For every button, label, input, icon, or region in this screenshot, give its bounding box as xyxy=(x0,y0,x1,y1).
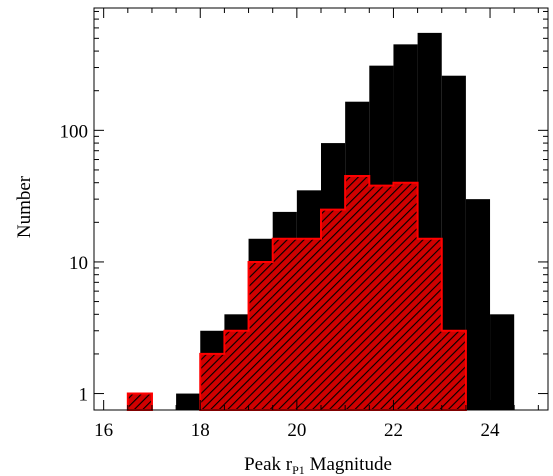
y-tick-label: 100 xyxy=(60,121,89,142)
bar-subset-0 xyxy=(127,393,152,410)
bar-subset-11 xyxy=(441,330,466,410)
y-tick-label: 1 xyxy=(79,385,89,406)
bar-subset-4 xyxy=(272,238,297,410)
bar-subset-5 xyxy=(296,238,321,410)
bar-all-13 xyxy=(465,199,491,410)
x-axis-label: Peak rP1 Magnitude xyxy=(244,454,392,476)
bar-subset-2 xyxy=(224,330,249,410)
bar-subset-10 xyxy=(417,238,442,410)
bar-all-14 xyxy=(490,314,515,410)
x-tick-labels: 16 18 20 22 24 xyxy=(94,420,500,441)
axis-ticks xyxy=(94,8,548,410)
subset-outline-1 xyxy=(199,174,467,411)
bar-subset-9 xyxy=(393,182,418,410)
subset-bars xyxy=(126,174,467,411)
x-tick-label: 16 xyxy=(94,420,113,441)
x-tick-label: 22 xyxy=(384,420,403,441)
y-axis-label: Number xyxy=(14,175,35,238)
bar-subset-3 xyxy=(248,261,273,410)
x-tick-label: 20 xyxy=(287,420,306,441)
bar-subset-1 xyxy=(200,353,225,410)
x-tick-label: 24 xyxy=(481,420,501,441)
bar-subset-8 xyxy=(369,185,394,410)
bar-subset-6 xyxy=(321,209,346,410)
y-tick-labels: 1 10 100 xyxy=(60,121,89,405)
bar-all-1 xyxy=(176,393,201,410)
bar-subset-7 xyxy=(345,175,370,410)
x-tick-label: 18 xyxy=(191,420,210,441)
y-tick-label: 10 xyxy=(69,253,88,274)
